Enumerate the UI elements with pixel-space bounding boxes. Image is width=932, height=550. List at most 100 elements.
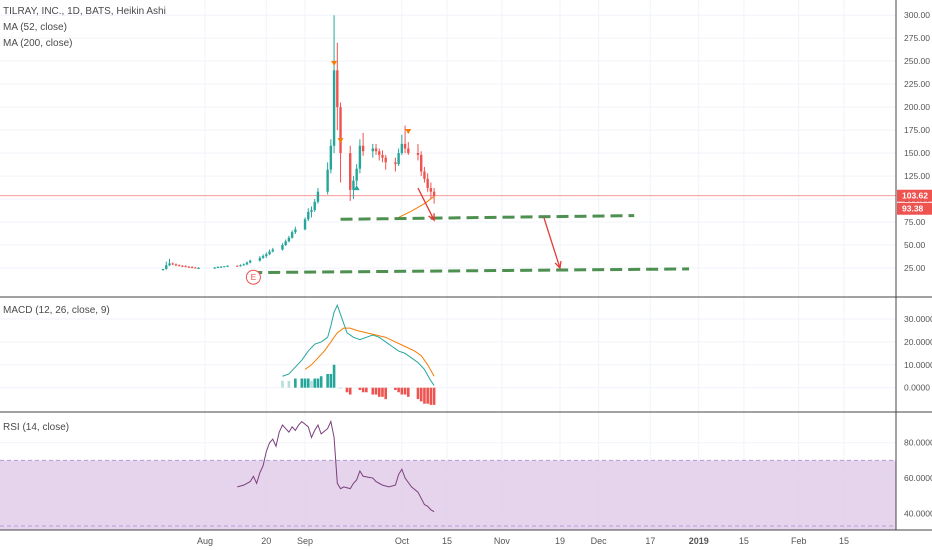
candle-body[interactable] — [226, 265, 229, 267]
candle-body[interactable] — [420, 154, 423, 172]
candle-body[interactable] — [400, 143, 404, 154]
candle-body[interactable] — [177, 265, 181, 267]
candle-body[interactable] — [197, 268, 200, 270]
candle-body[interactable] — [287, 237, 291, 242]
macd-histogram-bar[interactable] — [384, 387, 388, 400]
macd-histogram-bar[interactable] — [300, 378, 304, 388]
support-trendline[interactable] — [340, 214, 635, 221]
candle-body[interactable] — [194, 267, 197, 269]
candle-body[interactable] — [403, 143, 407, 149]
candle-body[interactable] — [336, 70, 339, 108]
rsi-pane[interactable] — [0, 419, 896, 530]
macd-histogram-bar[interactable] — [329, 373, 333, 388]
candle-body[interactable] — [268, 251, 271, 255]
candle-body[interactable] — [284, 241, 287, 246]
candle-body[interactable] — [181, 265, 184, 267]
candle-body[interactable] — [187, 266, 191, 268]
price-pane[interactable]: E — [0, 15, 896, 285]
macd-histogram-bar[interactable] — [348, 387, 352, 395]
candle-body[interactable] — [161, 268, 165, 270]
macd-histogram-bar[interactable] — [403, 387, 407, 395]
candle-body[interactable] — [281, 245, 284, 250]
candle-body[interactable] — [248, 260, 252, 263]
arrow-trendline[interactable] — [543, 217, 561, 269]
macd-histogram-bar[interactable] — [316, 378, 320, 388]
macd-histogram-bar[interactable] — [281, 380, 284, 388]
support-trendline[interactable] — [250, 267, 690, 275]
candle-body[interactable] — [361, 145, 365, 152]
candle-body[interactable] — [329, 145, 333, 170]
candle-body[interactable] — [374, 148, 378, 152]
candle-body[interactable] — [190, 267, 194, 269]
macd-histogram-bar[interactable] — [361, 387, 365, 393]
candle-body[interactable] — [381, 154, 384, 158]
macd-histogram-bar[interactable] — [332, 364, 336, 388]
candle-body[interactable] — [358, 145, 362, 169]
macd-histogram-bar[interactable] — [423, 387, 426, 404]
arrow-trendline[interactable] — [417, 187, 435, 221]
macd-histogram-bar[interactable] — [294, 378, 297, 388]
macd-histogram-bar[interactable] — [371, 387, 375, 395]
candle-body[interactable] — [397, 153, 400, 165]
candle-body[interactable] — [303, 219, 307, 230]
candle-body[interactable] — [219, 266, 223, 268]
candle-body[interactable] — [236, 265, 239, 267]
candle-body[interactable] — [307, 211, 310, 220]
macd-histogram-bar[interactable] — [429, 387, 433, 405]
macd-histogram-bar[interactable] — [313, 378, 317, 388]
macd-histogram-bar[interactable] — [400, 387, 404, 395]
candle-body[interactable] — [378, 151, 381, 155]
macd-histogram-bar[interactable] — [358, 387, 362, 390]
macd-histogram-bar[interactable] — [377, 387, 381, 397]
candle-body[interactable] — [242, 264, 245, 266]
macd-histogram-bar[interactable] — [397, 387, 400, 393]
candle-body[interactable] — [216, 267, 220, 269]
candle-body[interactable] — [394, 162, 397, 165]
macd-histogram-bar[interactable] — [306, 378, 310, 388]
macd-histogram-bar[interactable] — [365, 387, 368, 393]
macd-histogram-bar[interactable] — [310, 380, 313, 388]
macd-histogram-bar[interactable] — [326, 373, 329, 388]
candle-body[interactable] — [245, 262, 249, 265]
candle-body[interactable] — [168, 263, 171, 266]
macd-histogram-bar[interactable] — [419, 387, 423, 402]
candle-body[interactable] — [339, 107, 342, 154]
macd-histogram-bar[interactable] — [426, 387, 429, 404]
candle-body[interactable] — [332, 70, 336, 146]
candle-body[interactable] — [407, 148, 410, 154]
candle-body[interactable] — [239, 265, 242, 267]
macd-histogram-bar[interactable] — [287, 380, 291, 388]
candle-body[interactable] — [290, 232, 294, 238]
earnings-badge[interactable] — [245, 269, 261, 285]
candle-body[interactable] — [261, 256, 265, 258]
candle-body[interactable] — [349, 153, 352, 190]
candle-body[interactable] — [310, 210, 313, 212]
candle-body[interactable] — [213, 267, 216, 269]
macd-histogram-bar[interactable] — [345, 387, 349, 393]
candle-body[interactable] — [184, 266, 187, 268]
candle-body[interactable] — [426, 178, 429, 189]
candle-body[interactable] — [326, 169, 329, 192]
candle-body[interactable] — [371, 148, 375, 152]
candle-body[interactable] — [165, 265, 168, 269]
candle-body[interactable] — [294, 229, 297, 233]
candle-body[interactable] — [416, 153, 420, 155]
candle-body[interactable] — [265, 254, 268, 257]
macd-pane[interactable] — [281, 303, 436, 405]
macd-histogram-bar[interactable] — [319, 376, 323, 388]
macd-histogram-bar[interactable] — [432, 387, 436, 405]
candle-body[interactable] — [355, 168, 358, 181]
macd-histogram-bar[interactable] — [381, 387, 384, 397]
candle-body[interactable] — [423, 171, 426, 179]
candle-body[interactable] — [429, 188, 433, 192]
macd-histogram-bar[interactable] — [303, 378, 307, 388]
candle-body[interactable] — [171, 263, 174, 265]
candle-body[interactable] — [352, 180, 355, 190]
candle-body[interactable] — [174, 264, 178, 266]
macd-histogram-bar[interactable] — [416, 387, 420, 400]
candle-body[interactable] — [223, 266, 226, 268]
candle-body[interactable] — [313, 201, 316, 211]
macd-histogram-bar[interactable] — [339, 387, 342, 389]
macd-histogram-bar[interactable] — [374, 387, 378, 395]
